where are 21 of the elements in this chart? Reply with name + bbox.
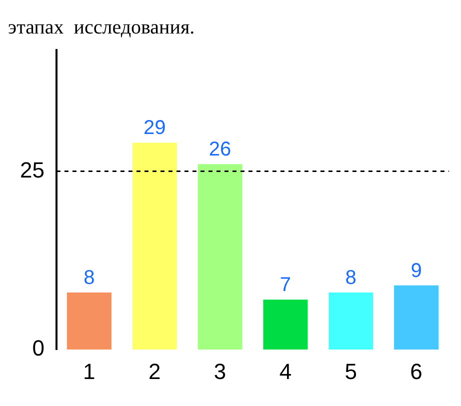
data-label: 7 <box>280 274 292 296</box>
bar <box>394 285 439 350</box>
data-label: 26 <box>208 138 232 161</box>
x-tick-label: 2 <box>148 358 161 384</box>
y-tick-label: 0 <box>32 336 44 361</box>
bar <box>66 292 112 350</box>
data-label: 8 <box>345 267 356 290</box>
bar <box>132 142 177 350</box>
bar <box>198 164 242 350</box>
chart-title: этапах исследования. <box>8 16 195 38</box>
x-tick-label: 3 <box>214 358 226 384</box>
x-tick-label: 6 <box>410 358 422 384</box>
x-tick-label: 5 <box>344 358 357 384</box>
data-label: 9 <box>410 260 422 282</box>
x-tick-label: 4 <box>279 358 292 384</box>
x-tick-label: 1 <box>83 358 96 384</box>
bar <box>328 292 374 350</box>
data-label: 8 <box>84 267 95 290</box>
data-label: 29 <box>143 117 166 140</box>
bar <box>263 300 308 350</box>
y-tick-label: 25 <box>20 157 44 182</box>
